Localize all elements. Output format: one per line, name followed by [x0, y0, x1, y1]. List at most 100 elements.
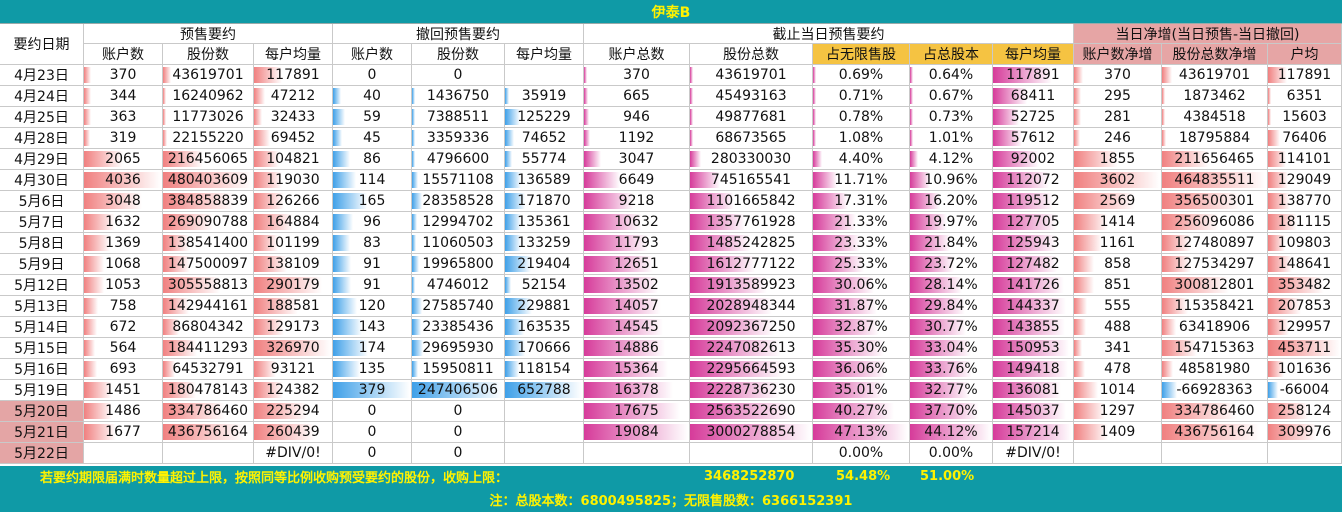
cell-value: 150953 [1006, 340, 1060, 356]
cell-value: 309976 [1277, 424, 1332, 440]
data-cell: 125943 [993, 233, 1074, 254]
footer-limit-shares: 3468252870 [704, 469, 795, 484]
data-bar [910, 151, 918, 167]
data-bar [910, 214, 947, 230]
cell-value: 300812801 [1174, 277, 1255, 293]
cell-value: 119030 [266, 172, 320, 188]
data-cell [1162, 443, 1268, 464]
data-cell: 1436750 [412, 86, 505, 107]
cell-value: 118154 [517, 361, 571, 377]
data-cell: 52725 [993, 107, 1074, 128]
data-bar [1074, 130, 1080, 146]
data-bar [84, 235, 110, 251]
cell-value: 31.87% [834, 298, 888, 314]
cell-value: 52154 [521, 277, 567, 293]
data-bar [412, 361, 418, 377]
data-cell: 30.77% [910, 317, 993, 338]
data-cell: 29695930 [412, 338, 505, 359]
cell-value: 436756164 [1174, 424, 1255, 440]
data-bar [1074, 340, 1082, 356]
cell-value: 112072 [1006, 172, 1060, 188]
cell-value: 129049 [1277, 172, 1332, 188]
data-cell: 3048 [84, 191, 163, 212]
data-bar [163, 235, 189, 251]
data-bar [813, 193, 848, 209]
cell-value: 2065 [105, 151, 141, 167]
cell-value: 363 [109, 109, 137, 125]
data-bar [163, 382, 196, 398]
row-date-label: 5月20日 [14, 404, 69, 420]
row-date-label: 5月15日 [14, 341, 69, 357]
cell-value: 3359336 [426, 130, 490, 146]
data-bar [1074, 172, 1160, 188]
data-cell: 15571108 [412, 170, 505, 191]
row-date-label: 4月28日 [14, 131, 69, 147]
data-bar [1268, 340, 1340, 356]
data-bar [1268, 214, 1297, 230]
cell-value: 143 [358, 319, 386, 335]
cell-value: 453711 [1277, 340, 1332, 356]
data-bar [993, 172, 1049, 188]
cell-value: 305558813 [167, 277, 249, 293]
cell-value: 1855 [1099, 151, 1136, 167]
cell-value: 229881 [517, 298, 571, 314]
data-cell: 40 [333, 86, 412, 107]
data-bar [505, 214, 521, 230]
cell-value: 68673565 [715, 130, 787, 146]
row-date-label: 5月8日 [18, 236, 65, 252]
data-cell: 256096086 [1162, 212, 1268, 233]
data-bar [1268, 382, 1278, 398]
data-cell: 1357761928 [690, 212, 813, 233]
data-bar [412, 214, 417, 230]
data-bar [333, 88, 341, 104]
data-bar [690, 88, 693, 104]
cell-value: 115358421 [1174, 298, 1255, 314]
data-cell: 14886 [584, 338, 690, 359]
data-cell: 171870 [505, 191, 584, 212]
data-bar [333, 298, 357, 314]
data-bar [1162, 130, 1166, 146]
row-date: 5月16日 [0, 359, 84, 380]
data-bar [1162, 88, 1165, 104]
cell-value: 136589 [517, 172, 571, 188]
row-date: 5月12日 [0, 275, 84, 296]
data-cell: 246 [1074, 128, 1162, 149]
data-cell: 23385436 [412, 317, 505, 338]
data-cell: 170666 [505, 338, 584, 359]
cell-value: 133259 [517, 235, 571, 251]
data-bar [1268, 235, 1285, 251]
cell-value: 207853 [1277, 298, 1332, 314]
cell-value: -66004 [1279, 382, 1330, 398]
row-date-label: 5月19日 [14, 383, 69, 399]
data-bar [1074, 319, 1086, 335]
data-bar [333, 172, 356, 188]
data-bar [910, 172, 930, 188]
data-cell: 19084 [584, 422, 690, 443]
data-bar [813, 340, 884, 356]
cell-value: 858 [1104, 256, 1131, 272]
data-bar [1162, 361, 1173, 377]
cell-value: 33.04% [924, 340, 978, 356]
cell-value: 43619701 [1178, 67, 1251, 83]
cell-value: 4036 [105, 172, 141, 188]
data-cell: 14057 [584, 296, 690, 317]
data-bar [1074, 298, 1087, 314]
cell-value: 672 [109, 319, 137, 335]
data-bar [813, 235, 860, 251]
data-bar [813, 130, 816, 146]
cell-value: 119512 [1006, 193, 1060, 209]
row-date-label: 5月16日 [14, 362, 69, 378]
data-bar [333, 193, 367, 209]
cell-value: 23.72% [924, 256, 978, 272]
data-cell: 16240962 [163, 86, 254, 107]
cell-value: 480403609 [167, 172, 249, 188]
cell-value: 37.70% [924, 403, 978, 419]
cell-value: 114101 [1277, 151, 1332, 167]
cell-value: 52725 [1010, 109, 1056, 125]
data-bar [1162, 277, 1229, 293]
cell-value: 1101665842 [706, 193, 796, 209]
data-cell: 32433 [254, 107, 333, 128]
data-cell: 68673565 [690, 128, 813, 149]
cell-value: 28.14% [924, 277, 978, 293]
data-cell: 118154 [505, 359, 584, 380]
